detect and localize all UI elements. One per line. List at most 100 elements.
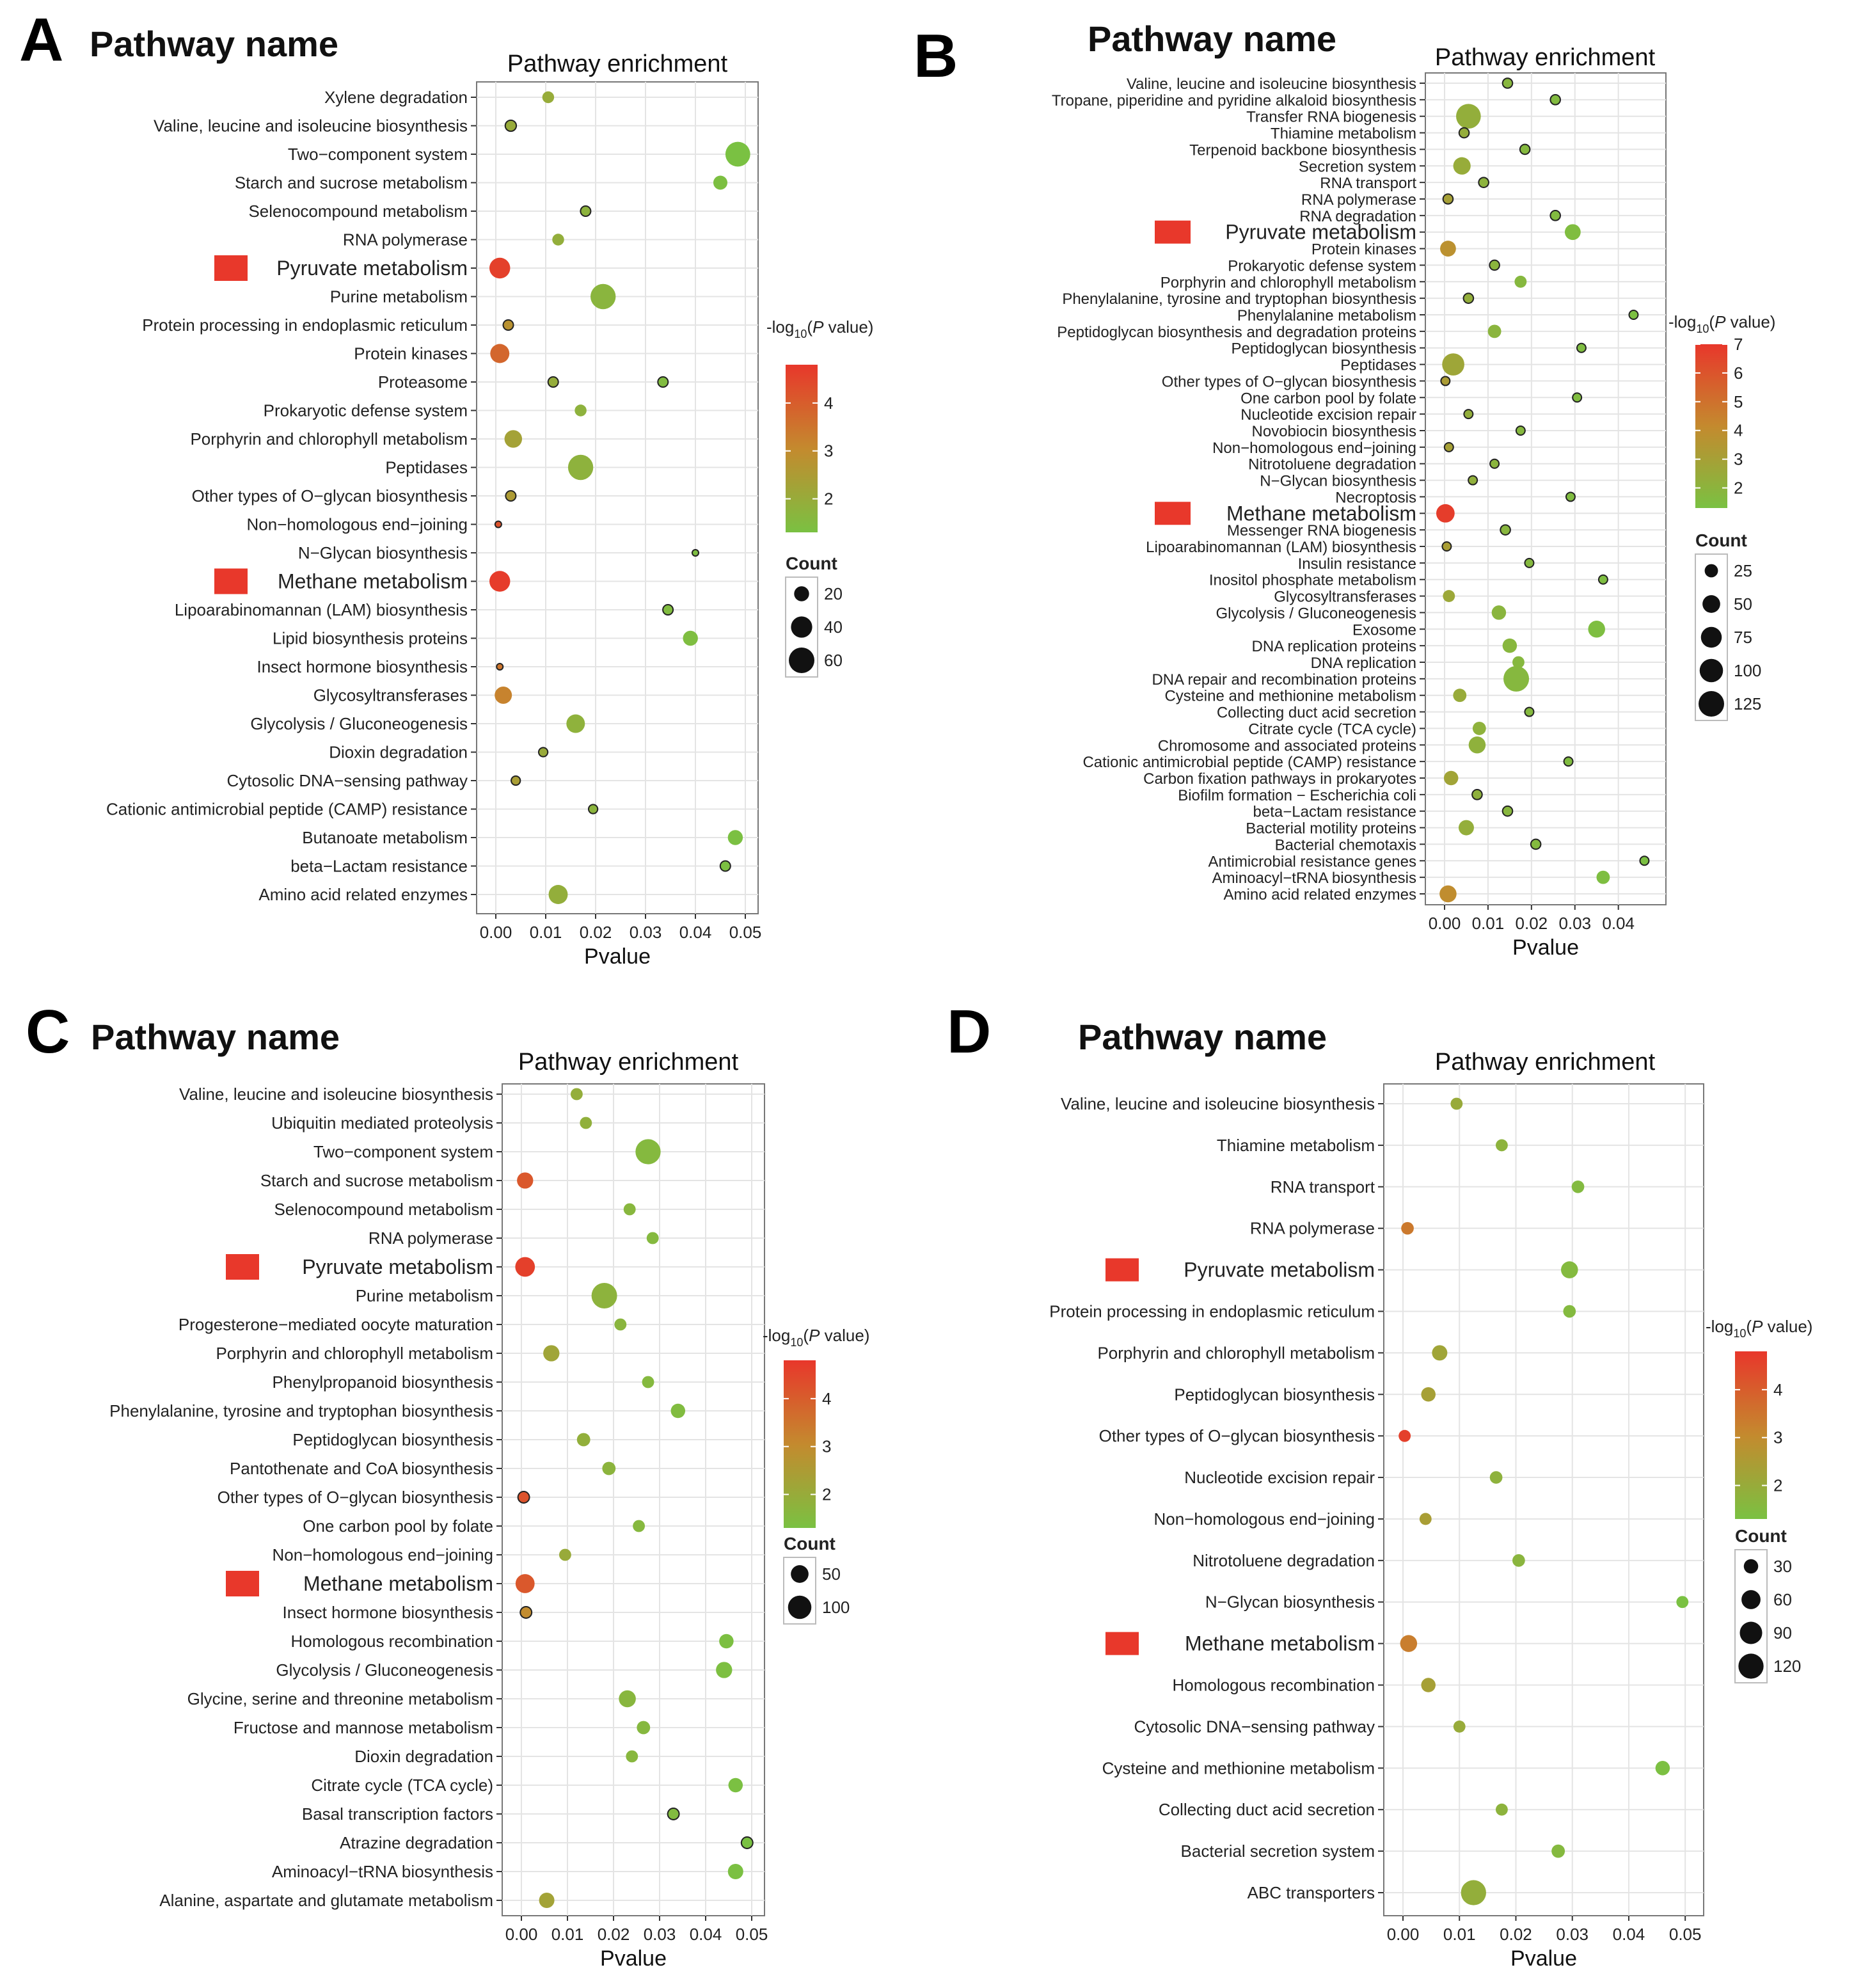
data-point	[1512, 656, 1525, 669]
category-label: Glycosyltransferases	[1274, 589, 1416, 606]
data-point	[539, 1893, 555, 1908]
size-legend-dot	[788, 1595, 812, 1619]
category-label-highlighted: Pyruvate metabolism	[302, 1255, 493, 1278]
panel-title: Pathway name	[91, 1017, 340, 1057]
category-label: Bacterial secretion system	[1181, 1841, 1375, 1861]
category-label: Dioxin degradation	[354, 1747, 493, 1766]
category-label: Other types of O−glycan biosynthesis	[1099, 1426, 1375, 1445]
data-point	[1421, 1678, 1436, 1692]
data-point	[1597, 574, 1608, 585]
category-label: beta−Lactam resistance	[290, 857, 468, 876]
data-point	[725, 141, 750, 167]
category-label: Cytosolic DNA−sensing pathway	[227, 771, 468, 790]
data-point	[728, 1777, 743, 1793]
color-legend-bar	[786, 365, 818, 532]
data-point	[494, 520, 502, 529]
category-label: Non−homologous end−joining	[1212, 440, 1416, 457]
data-point	[646, 1232, 659, 1244]
data-point	[1436, 504, 1455, 523]
category-label: Amino acid related enzymes	[1224, 886, 1416, 903]
category-label: N−Glycan biosynthesis	[1260, 473, 1416, 490]
color-legend-label: 6	[1734, 363, 1743, 383]
data-point	[1628, 310, 1639, 320]
category-label: Aminoacyl−tRNA biosynthesis	[1212, 870, 1416, 887]
data-point	[511, 775, 521, 786]
x-tick-label: 0.02	[1500, 1925, 1532, 1944]
x-tick-label: 0.05	[736, 1925, 768, 1944]
panel-title: Pathway name	[90, 24, 338, 64]
data-point	[552, 234, 564, 246]
size-legend-dot	[1743, 1559, 1759, 1574]
data-point	[642, 1376, 654, 1388]
color-legend-bar	[1735, 1351, 1767, 1519]
color-legend-label: 4	[822, 1389, 831, 1408]
category-label: Phenylpropanoid biosynthesis	[273, 1372, 493, 1392]
data-point	[495, 687, 512, 704]
category-label: Cytosolic DNA−sensing pathway	[1134, 1717, 1375, 1736]
data-point	[496, 663, 504, 671]
legend-title-part: -log	[766, 317, 794, 337]
data-point	[1478, 177, 1489, 188]
color-legend-label: 4	[1734, 421, 1743, 440]
data-point	[504, 430, 523, 448]
size-legend-label: 60	[824, 651, 843, 670]
category-label: Bacterial motility proteins	[1246, 820, 1416, 838]
highlight-marker	[1155, 220, 1191, 244]
data-point	[1572, 392, 1583, 403]
category-label: Valine, leucine and isoleucine biosynthe…	[154, 116, 468, 136]
category-label: Non−homologous end−joining	[273, 1545, 494, 1564]
category-label: DNA repair and recombination proteins	[1152, 671, 1416, 688]
data-point	[1440, 241, 1456, 257]
data-point	[1471, 789, 1483, 800]
color-legend-label: 3	[1773, 1428, 1782, 1447]
x-tick-label: 0.00	[505, 1925, 538, 1944]
legend-title-italic: P	[1715, 312, 1726, 331]
x-tick-label: 0.02	[598, 1925, 630, 1944]
data-point	[591, 1283, 617, 1308]
data-point	[1458, 127, 1470, 139]
data-point	[1462, 292, 1475, 304]
x-tick-label: 0.03	[644, 1925, 676, 1944]
size-legend-label: 125	[1734, 694, 1761, 713]
color-legend-label: 3	[822, 1437, 831, 1456]
category-label: One carbon pool by folate	[1240, 390, 1416, 407]
color-legend-label: 7	[1734, 335, 1743, 354]
data-point	[517, 1172, 534, 1189]
size-legend-dot	[1699, 691, 1724, 717]
panel-label: D	[947, 998, 991, 1066]
size-legend-box	[1695, 553, 1728, 721]
category-label: Phenylalanine, tyrosine and tryptophan b…	[1062, 290, 1416, 308]
data-point	[489, 571, 511, 592]
data-point	[590, 283, 616, 310]
category-label: Aminoacyl−tRNA biosynthesis	[272, 1862, 493, 1881]
category-label: Butanoate metabolism	[302, 828, 468, 847]
data-point	[614, 1318, 627, 1331]
data-point	[1487, 324, 1501, 338]
data-point	[576, 1433, 590, 1447]
size-legend-dot	[1702, 595, 1720, 613]
x-tick-label: 0.05	[729, 923, 762, 942]
data-point	[505, 490, 517, 502]
category-label: N−Glycan biosynthesis	[298, 543, 468, 562]
size-legend-dot	[1739, 1621, 1763, 1644]
color-legend-label: 2	[824, 489, 833, 509]
data-point	[1551, 1844, 1565, 1858]
category-label: Fructose and mannose metabolism	[234, 1718, 493, 1737]
data-point	[580, 205, 592, 217]
category-label: Lipoarabinomannan (LAM) biosynthesis	[1146, 539, 1416, 556]
data-point	[1491, 605, 1507, 620]
category-label: Ubiquitin mediated proteolysis	[271, 1113, 493, 1133]
category-label: Protein processing in endoplasmic reticu…	[1049, 1301, 1375, 1321]
color-legend-bar	[1695, 344, 1727, 508]
data-point	[1676, 1596, 1689, 1609]
size-legend-title: Count	[1735, 1526, 1787, 1546]
data-point	[1514, 275, 1527, 288]
data-point	[716, 1662, 733, 1678]
highlight-marker	[214, 255, 248, 281]
data-point	[1549, 210, 1561, 221]
data-point	[1519, 143, 1531, 155]
category-label: Transfer RNA biogenesis	[1246, 109, 1416, 126]
data-point	[1443, 770, 1459, 786]
category-label: RNA polymerase	[1301, 191, 1416, 209]
category-label: Cationic antimicrobial peptide (CAMP) re…	[106, 800, 468, 819]
